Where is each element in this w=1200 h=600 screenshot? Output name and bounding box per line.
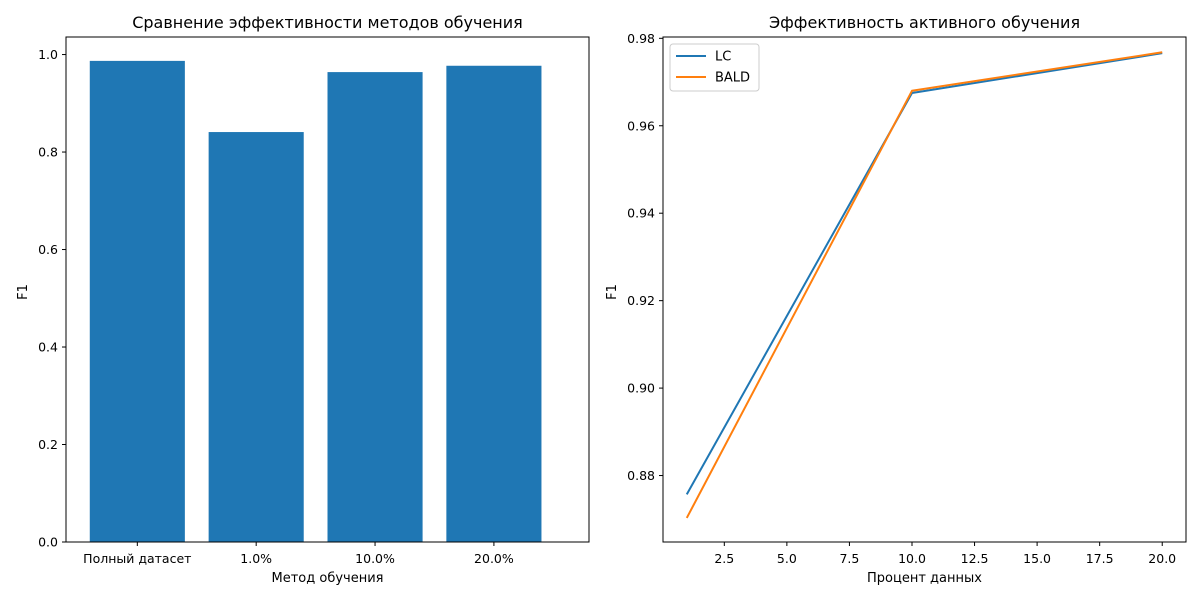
y-tick-label: 0.88: [627, 468, 655, 483]
legend-label: LC: [715, 50, 731, 65]
y-tick-label: 0.92: [627, 293, 655, 308]
x-tick-label: Полный датасет: [83, 551, 191, 566]
x-tick-label: 15.0: [1023, 551, 1051, 566]
line-chart-ylabel: F1: [605, 284, 620, 300]
bar: [208, 132, 304, 542]
line-chart-xlabel: Процент данных: [867, 571, 982, 586]
x-tick-label: 5.0: [777, 551, 797, 566]
line-chart-legend: LC BALD: [669, 43, 760, 92]
bar-chart-ylabel: F1: [16, 284, 31, 300]
x-tick-label: 2.5: [714, 551, 734, 566]
bar-chart-plot-area: Полный датасет 1.0% 10.0% 20.0% 0.0 0.2 0.4 0.6…: [38, 36, 590, 566]
y-tick-label: 0.8: [38, 145, 58, 160]
bar: [89, 60, 185, 543]
x-tick-label: 7.5: [839, 551, 859, 566]
x-tick-label: 17.5: [1086, 551, 1114, 566]
y-tick-label: 0.6: [38, 242, 58, 257]
y-tick-label: 1.0: [38, 47, 58, 62]
series-line: [685, 52, 1163, 495]
series-line: [685, 51, 1163, 519]
y-tick-label: 0.94: [627, 206, 655, 221]
y-tick-label: 0.2: [38, 437, 58, 452]
line-chart-plot-area: 2.5 5.0 7.5 10.0 12.5 15.0 17.5 20.0 0.88 0.90 0.9…: [627, 31, 1187, 566]
line-chart-title: Эффективность активного обучения: [769, 13, 1080, 32]
x-tick-label: 10.0%: [355, 551, 395, 566]
x-tick-label: 10.0: [898, 551, 926, 566]
bar-chart-xlabel: Метод обучения: [272, 571, 384, 586]
x-tick-label: 20.0: [1148, 551, 1176, 566]
bar: [327, 72, 423, 542]
x-tick-label: 12.5: [961, 551, 989, 566]
y-tick-label: 0.0: [38, 535, 58, 550]
axes-frame: [65, 36, 590, 543]
legend-label: BALD: [715, 71, 750, 86]
x-tick-label: 20.0%: [474, 551, 514, 566]
axes-frame: [662, 36, 1187, 543]
bar: [446, 65, 542, 543]
line-chart: Эффективность активного обучения Процент…: [605, 13, 1187, 586]
bar-chart-title: Сравнение эффективности методов обучения: [132, 13, 523, 32]
y-tick-label: 0.96: [627, 118, 655, 133]
y-tick-label: 0.4: [38, 340, 58, 355]
y-tick-label: 0.90: [627, 381, 655, 396]
bar-chart: Сравнение эффективности методов обучения…: [16, 13, 590, 586]
y-tick-label: 0.98: [627, 31, 655, 46]
x-tick-label: 1.0%: [240, 551, 272, 566]
